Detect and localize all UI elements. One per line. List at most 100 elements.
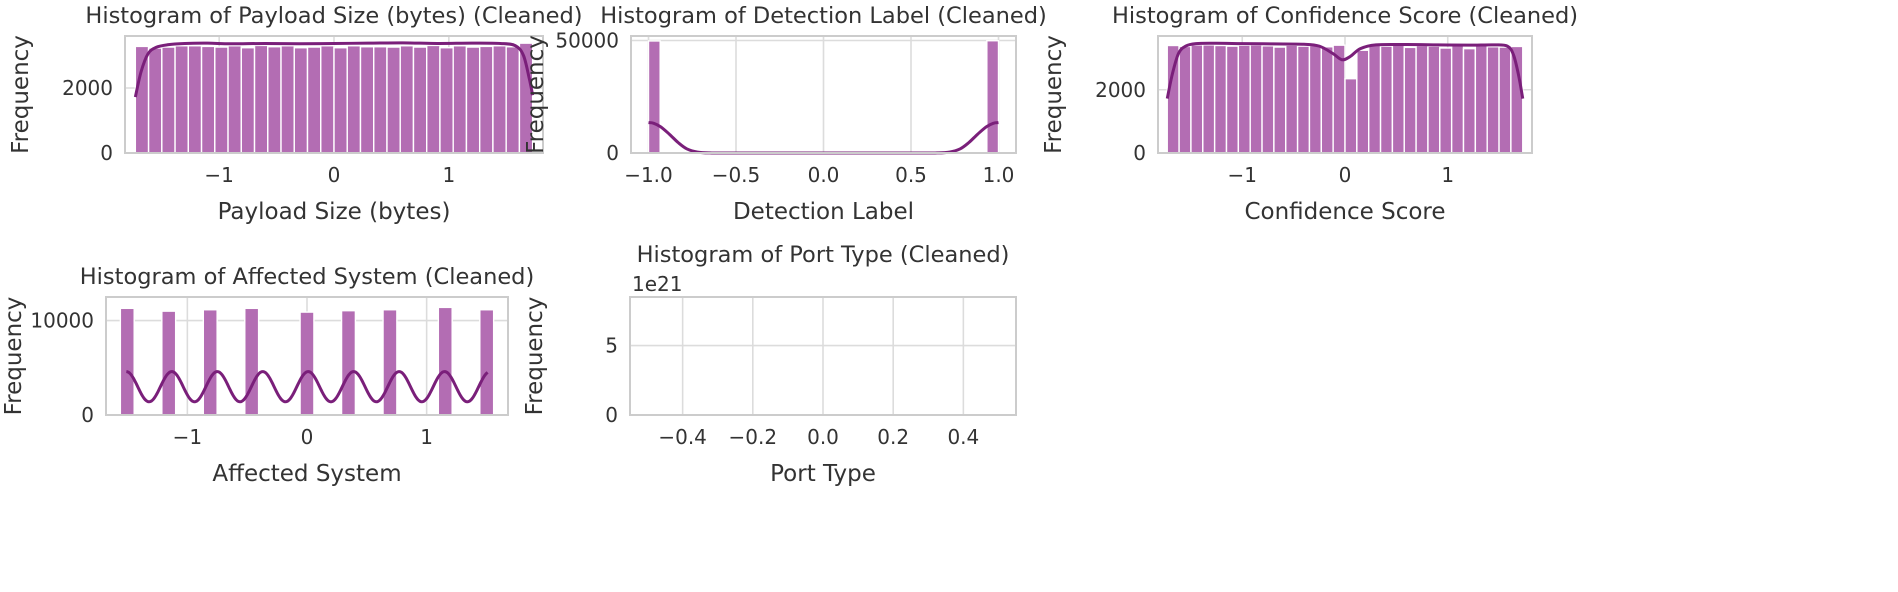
histogram-bar <box>1427 45 1441 154</box>
histogram-bar <box>492 45 507 154</box>
histogram-bar <box>1403 46 1417 154</box>
subplot-5: −0.4 −0.2 0.0 0.2 0.4 0 5 1e21 Histogram of Port… <box>522 242 1017 487</box>
histogram-bar <box>174 45 190 154</box>
histogram-bar <box>439 47 454 154</box>
histogram-bar <box>1166 44 1180 154</box>
x-tick-label: 1 <box>442 163 455 187</box>
histogram-bar <box>1344 77 1358 154</box>
histogram-bar <box>1332 44 1346 154</box>
histogram-bar <box>1486 46 1500 154</box>
x-tick-label: 0.2 <box>877 425 909 449</box>
histogram-bar <box>1498 46 1512 154</box>
kde-curve <box>133 41 535 98</box>
x-tick-label: −0.5 <box>712 163 761 187</box>
histogram-bar <box>202 309 218 416</box>
histogram-bar <box>161 46 176 154</box>
x-tick-label: 0.0 <box>807 425 839 449</box>
histogram-bar <box>465 46 481 154</box>
y-tick-label: 0 <box>605 403 618 427</box>
histogram-bar <box>359 46 375 154</box>
histogram-bar <box>382 309 398 416</box>
histogram-bar <box>1320 46 1334 154</box>
histogram-bar <box>1202 44 1216 154</box>
histogram-bar <box>187 45 203 154</box>
histogram-bar <box>1356 49 1370 154</box>
x-tick-label: −0.2 <box>729 425 778 449</box>
histogram-bar <box>1249 44 1263 154</box>
x-axis-label: Affected System <box>212 461 401 487</box>
histogram-bar <box>227 45 242 154</box>
chart-title: Histogram of Port Type (Cleaned) <box>637 242 1010 268</box>
histogram-bar <box>479 309 495 416</box>
subplot-1: −1 0 1 0 2000 Histogram of Payload Size (byte… <box>8 3 583 225</box>
x-tick-label: −1 <box>1228 163 1257 187</box>
histogram-bar <box>373 46 388 154</box>
histogram-bar <box>437 306 453 416</box>
histogram-bar <box>505 46 521 154</box>
y-axis-label: Frequency <box>1 297 27 416</box>
x-tick-label: −1.0 <box>624 163 673 187</box>
histogram-bar <box>1225 45 1240 154</box>
histogram-bar <box>1308 44 1322 154</box>
histogram-bar <box>346 45 362 154</box>
y-tick-label: 0 <box>100 141 113 165</box>
x-tick-label: 0.4 <box>947 425 979 449</box>
axes-frame <box>105 296 509 416</box>
histogram-bar <box>147 47 163 154</box>
histogram-bar <box>1190 44 1204 154</box>
histogram-bar <box>647 40 661 154</box>
histogram-bar <box>1379 45 1394 154</box>
histogram-bar <box>306 46 322 154</box>
kde-curve <box>126 370 489 404</box>
axes-frame <box>1157 35 1533 154</box>
y-tick-label: 10000 <box>30 309 94 333</box>
y-tick-label: 0 <box>606 141 619 165</box>
histogram-bar <box>452 45 468 154</box>
histogram-bar <box>399 45 415 154</box>
histogram-bar <box>986 40 1000 154</box>
x-tick-label: 1.0 <box>983 163 1015 187</box>
histogram-bar <box>1178 45 1192 154</box>
histogram-bar <box>214 46 229 154</box>
y-offset-label: 1e21 <box>632 272 682 296</box>
x-axis-label: Payload Size (bytes) <box>218 199 451 225</box>
x-tick-label: −1 <box>173 425 202 449</box>
histogram-bar <box>320 45 335 154</box>
histogram-bar <box>1213 44 1228 154</box>
y-axis-label: Frequency <box>8 35 34 154</box>
histogram-bar <box>478 45 494 154</box>
histogram-bar <box>134 45 150 154</box>
y-axis-label: Frequency <box>523 35 549 154</box>
x-tick-label: −1 <box>204 163 233 187</box>
histogram-bar <box>244 307 260 416</box>
histogram-bar <box>386 46 401 154</box>
histogram-bar <box>293 47 309 154</box>
histogram-bar <box>1462 47 1477 154</box>
x-axis-label: Confidence Score <box>1244 199 1445 225</box>
x-tick-label: 0 <box>328 163 341 187</box>
histogram-bar <box>1439 47 1453 154</box>
histogram-bar <box>333 47 348 154</box>
x-tick-label: 1 <box>420 425 433 449</box>
histogram-bar <box>200 45 216 154</box>
histogram-bar <box>119 307 135 416</box>
subplot-4: −1 0 1 0 10000 Histogram of Affected System (… <box>1 264 534 487</box>
x-tick-label: 0 <box>301 425 314 449</box>
histogram-bar <box>280 45 295 154</box>
histogram-bar <box>267 46 282 154</box>
x-axis-label: Detection Label <box>733 199 914 225</box>
y-tick-label: 0 <box>81 403 94 427</box>
histogram-bar <box>1415 44 1429 154</box>
histogram-bar <box>426 44 441 154</box>
histogram-bar <box>1273 46 1287 154</box>
histogram-bar <box>340 309 357 416</box>
y-tick-label: 2000 <box>1095 78 1146 102</box>
histogram-bar <box>1474 44 1488 154</box>
y-tick-label: 2000 <box>62 76 113 100</box>
axes-frame <box>630 35 1017 154</box>
y-axis-label: Frequency <box>522 297 548 416</box>
chart-title: Histogram of Affected System (Cleaned) <box>80 264 535 290</box>
y-axis-label: Frequency <box>1041 35 1067 154</box>
histogram-bar <box>161 310 177 416</box>
